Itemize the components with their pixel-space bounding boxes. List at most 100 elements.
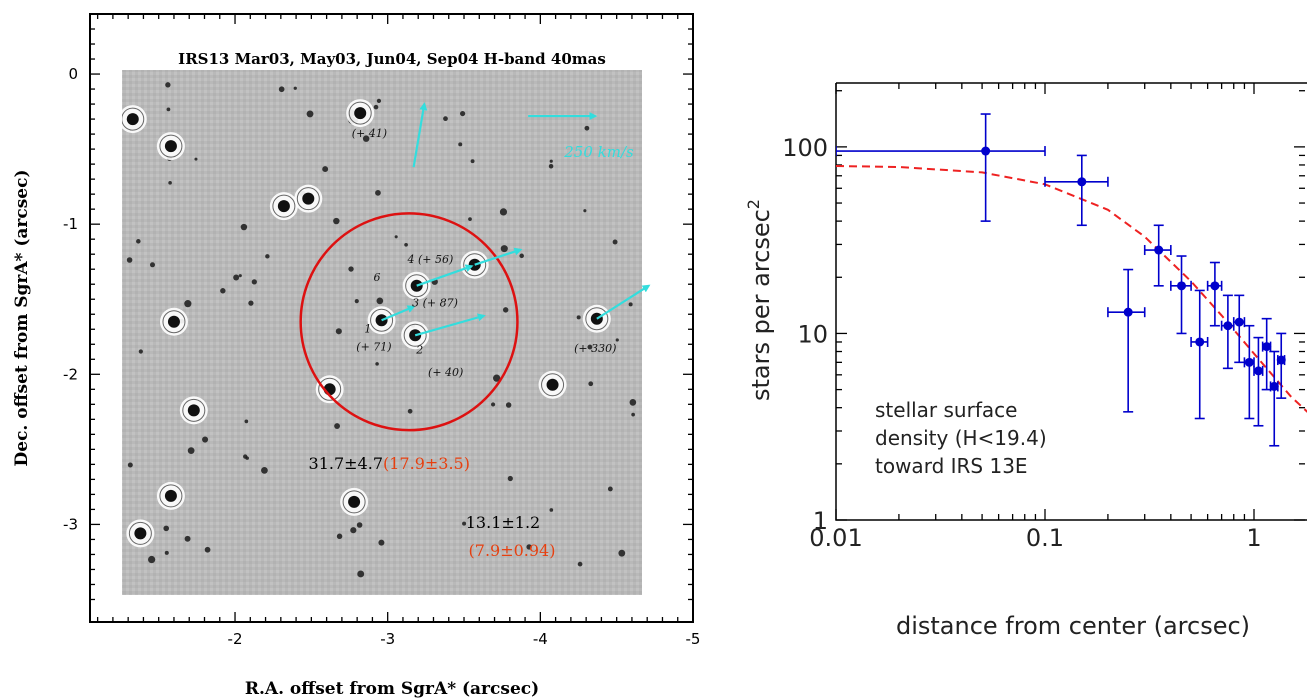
faint-star bbox=[138, 349, 143, 354]
data-point bbox=[981, 146, 991, 156]
star-annotation: (+ 41) bbox=[352, 127, 387, 140]
faint-star bbox=[462, 521, 467, 526]
bright-star bbox=[277, 200, 290, 213]
faint-star bbox=[204, 546, 211, 553]
data-point bbox=[1262, 342, 1272, 352]
data-point bbox=[1077, 177, 1087, 187]
velocity-arrow bbox=[596, 284, 651, 320]
faint-star bbox=[126, 257, 133, 263]
faint-star bbox=[407, 408, 413, 414]
density-outer: 13.1±1.2 bbox=[466, 513, 540, 532]
right-ylabel-group: stars per arcsec2 bbox=[744, 199, 775, 401]
left-tick-labels: -2 -3 -4 -5 0 -1 -2 -3 bbox=[63, 65, 700, 648]
faint-star bbox=[248, 300, 254, 306]
bright-star bbox=[126, 113, 139, 126]
star-ring bbox=[122, 107, 145, 131]
x-tick-label: 1 bbox=[1246, 524, 1261, 552]
data-point bbox=[1244, 357, 1254, 367]
data-point bbox=[1253, 366, 1263, 376]
star-annotation: (+ 40) bbox=[428, 366, 463, 379]
faint-star bbox=[238, 274, 242, 278]
faint-star bbox=[336, 533, 343, 540]
faint-star bbox=[526, 544, 532, 550]
right-chart: 0.01 0.1 1 1 10 100 stellar surface density (… bbox=[744, 82, 1307, 640]
velocity-arrow bbox=[416, 264, 474, 287]
star-annotation: 1 bbox=[364, 322, 371, 335]
faint-star bbox=[458, 142, 463, 147]
right-axes bbox=[835, 83, 1307, 521]
faint-star bbox=[519, 253, 524, 259]
data-point bbox=[1154, 245, 1164, 255]
faint-star bbox=[265, 254, 270, 259]
right-ylabel-sup: 2 bbox=[744, 199, 763, 209]
faint-star bbox=[334, 423, 341, 429]
velocity-arrow bbox=[412, 102, 428, 168]
faint-star bbox=[470, 159, 475, 164]
faint-star bbox=[293, 86, 297, 90]
data-point bbox=[1276, 355, 1286, 365]
star-ring bbox=[159, 134, 183, 158]
faint-star bbox=[243, 454, 248, 459]
faint-star bbox=[502, 307, 509, 313]
faint-star bbox=[362, 135, 370, 142]
faint-star bbox=[587, 344, 593, 350]
faint-star bbox=[184, 300, 192, 308]
bright-star bbox=[134, 527, 147, 540]
bright-star bbox=[354, 107, 367, 120]
data-point bbox=[1177, 281, 1187, 291]
faint-star bbox=[443, 116, 448, 122]
bright-star bbox=[187, 404, 200, 417]
faint-star bbox=[322, 166, 329, 173]
right-ylabel-main: stars per arcsec bbox=[747, 209, 775, 401]
faint-star bbox=[168, 181, 172, 185]
star-annotation: 6 bbox=[373, 271, 380, 284]
star-ring bbox=[348, 101, 372, 125]
faint-star bbox=[202, 436, 209, 443]
faint-star bbox=[164, 550, 169, 555]
faint-star bbox=[220, 288, 226, 294]
velocity-arrow bbox=[474, 247, 523, 266]
faint-star bbox=[184, 535, 191, 542]
star-ring bbox=[403, 323, 427, 347]
faint-star bbox=[490, 402, 496, 407]
star-ring bbox=[159, 484, 183, 508]
data-point bbox=[1195, 337, 1205, 347]
faint-star bbox=[376, 98, 382, 104]
star-ring bbox=[128, 521, 152, 545]
faint-star bbox=[356, 522, 363, 528]
bright-star bbox=[348, 495, 361, 508]
bright-star bbox=[546, 378, 559, 391]
star-annotation: (+ 71) bbox=[356, 340, 391, 353]
faint-star bbox=[584, 125, 590, 131]
faint-star bbox=[163, 525, 170, 532]
y-tick-label: -1 bbox=[63, 215, 78, 233]
faint-star bbox=[404, 242, 408, 247]
velocity-arrow bbox=[414, 313, 486, 337]
star-ring bbox=[162, 310, 186, 334]
legend-line-1: stellar surface bbox=[875, 398, 1017, 422]
red-circle-group bbox=[299, 212, 519, 432]
faint-star bbox=[499, 208, 508, 216]
right-ylabel: stars per arcsec2 bbox=[744, 199, 775, 401]
bright-star bbox=[164, 489, 177, 502]
star-ring bbox=[296, 187, 320, 211]
faint-star bbox=[631, 412, 635, 417]
faint-star bbox=[166, 107, 171, 112]
faint-star bbox=[244, 419, 249, 424]
bright-star bbox=[167, 315, 180, 328]
star-ring bbox=[182, 398, 206, 422]
density-outer-red: (7.9±0.94) bbox=[469, 541, 556, 560]
faint-star bbox=[375, 189, 381, 196]
faint-star bbox=[354, 299, 359, 304]
y-tick-label: 10 bbox=[797, 320, 828, 348]
faint-star bbox=[376, 297, 384, 305]
faint-star bbox=[507, 475, 513, 482]
x-tick-label: -3 bbox=[380, 630, 395, 648]
x-tick-label: 0.1 bbox=[1026, 524, 1064, 552]
faint-star bbox=[549, 508, 554, 512]
y-tick-label: 0 bbox=[68, 65, 78, 83]
faint-star bbox=[233, 274, 240, 281]
faint-star bbox=[576, 315, 581, 320]
model-line bbox=[836, 165, 1307, 413]
